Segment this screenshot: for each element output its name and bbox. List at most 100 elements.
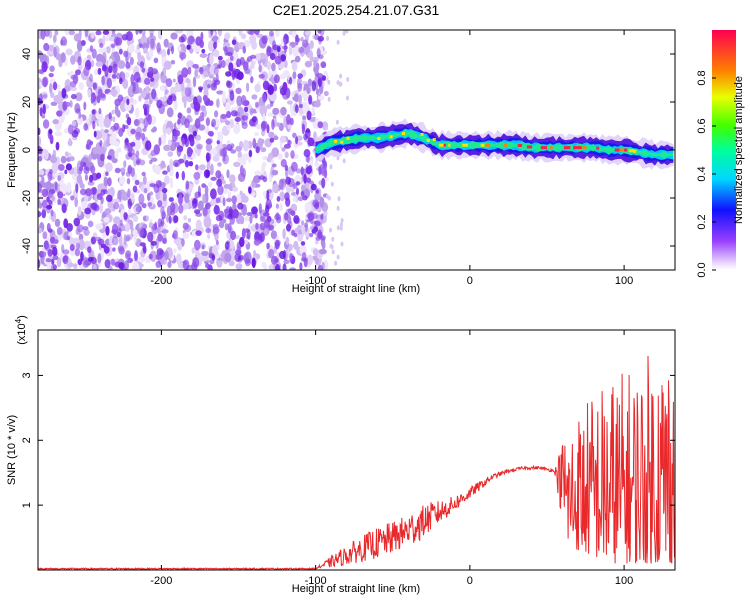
noise-blob bbox=[210, 188, 217, 200]
noise-blob bbox=[261, 93, 267, 103]
noise-speckle bbox=[123, 160, 127, 168]
noise-blob bbox=[145, 140, 152, 151]
noise-blob bbox=[320, 61, 327, 69]
signal-peak bbox=[628, 149, 635, 153]
noise-speckle bbox=[160, 160, 166, 169]
noise-blob bbox=[317, 231, 323, 239]
noise-blob bbox=[130, 128, 136, 135]
noise-blob bbox=[229, 90, 235, 101]
noise-speckle bbox=[96, 53, 104, 63]
noise-blob bbox=[78, 166, 84, 172]
noise-speckle bbox=[346, 77, 350, 82]
noise-speckle bbox=[112, 116, 116, 123]
noise-speckle bbox=[38, 136, 41, 148]
noise-blob bbox=[87, 246, 92, 254]
noise-speckle bbox=[292, 71, 297, 79]
noise-speckle bbox=[105, 162, 113, 172]
noise-speckle bbox=[186, 30, 192, 37]
noise-speckle bbox=[225, 101, 231, 113]
noise-blob bbox=[92, 120, 96, 130]
noise-blob bbox=[210, 30, 214, 36]
noise-blob bbox=[104, 259, 111, 269]
noise-speckle bbox=[53, 46, 57, 58]
noise-blob bbox=[47, 191, 53, 198]
signal-peak bbox=[480, 143, 485, 147]
noise-blob bbox=[209, 132, 214, 137]
noise-blob bbox=[61, 88, 67, 99]
noise-blob bbox=[111, 223, 119, 235]
noise-blob bbox=[90, 256, 97, 265]
noise-blob bbox=[269, 137, 275, 143]
noise-speckle bbox=[167, 139, 172, 146]
noise-speckle bbox=[289, 101, 293, 114]
noise-blob bbox=[252, 138, 257, 149]
noise-blob bbox=[274, 55, 282, 65]
noise-blob bbox=[100, 189, 106, 196]
noise-speckle bbox=[164, 175, 170, 185]
noise-speckle bbox=[200, 105, 206, 112]
noise-blob bbox=[70, 195, 75, 201]
noise-blob bbox=[48, 129, 53, 135]
noise-speckle bbox=[300, 184, 306, 191]
noise-speckle bbox=[79, 183, 85, 189]
noise-blob bbox=[73, 217, 81, 227]
noise-blob bbox=[226, 144, 233, 151]
noise-speckle bbox=[152, 126, 157, 132]
noise-blob bbox=[184, 118, 190, 129]
noise-speckle bbox=[301, 220, 305, 227]
noise-speckle bbox=[38, 169, 45, 176]
noise-speckle bbox=[102, 34, 106, 46]
noise-blob bbox=[188, 161, 194, 167]
noise-speckle bbox=[133, 232, 137, 243]
noise-blob bbox=[202, 207, 208, 217]
noise-speckle bbox=[204, 185, 209, 196]
signal-band-layer bbox=[315, 129, 674, 159]
noise-speckle bbox=[132, 215, 139, 222]
noise-blob bbox=[205, 263, 210, 269]
noise-blob bbox=[69, 243, 75, 252]
noise-blob bbox=[43, 42, 50, 52]
noise-speckle bbox=[65, 48, 73, 56]
noise-blob bbox=[57, 164, 65, 171]
noise-blob bbox=[317, 121, 324, 129]
spectrogram-xtick-label: -100 bbox=[305, 275, 327, 287]
noise-blob bbox=[177, 146, 183, 153]
noise-blob bbox=[156, 42, 161, 53]
noise-blob bbox=[290, 150, 295, 159]
noise-blob bbox=[177, 158, 185, 164]
noise-speckle bbox=[177, 45, 182, 52]
noise-blob bbox=[274, 213, 281, 221]
noise-blob bbox=[236, 58, 242, 68]
noise-blob bbox=[150, 149, 157, 157]
noise-blob bbox=[230, 230, 237, 241]
noise-blob bbox=[79, 188, 87, 196]
spectrogram-ytick-label: 40 bbox=[21, 48, 33, 60]
noise-blob bbox=[263, 212, 270, 217]
noise-speckle bbox=[249, 34, 257, 45]
noise-blob bbox=[135, 131, 142, 141]
noise-blob bbox=[177, 74, 184, 85]
noise-speckle bbox=[49, 65, 55, 72]
noise-speckle bbox=[76, 115, 83, 125]
noise-blob bbox=[90, 187, 97, 196]
noise-speckle bbox=[221, 180, 226, 185]
noise-speckle bbox=[217, 30, 222, 37]
noise-blob bbox=[56, 226, 63, 236]
noise-speckle bbox=[113, 216, 121, 225]
noise-speckle bbox=[197, 200, 204, 211]
noise-blob bbox=[193, 171, 201, 180]
noise-blob bbox=[240, 95, 247, 106]
noise-speckle bbox=[207, 40, 215, 52]
noise-blob bbox=[49, 134, 54, 145]
signal-peak bbox=[624, 148, 628, 152]
noise-blob bbox=[142, 245, 147, 254]
noise-speckle bbox=[266, 61, 272, 70]
noise-blob bbox=[211, 118, 217, 128]
noise-blob bbox=[70, 93, 77, 100]
noise-speckle bbox=[243, 40, 251, 48]
noise-blob bbox=[213, 41, 218, 49]
noise-blob bbox=[91, 172, 98, 181]
noise-speckle bbox=[336, 254, 340, 260]
noise-blob bbox=[255, 146, 260, 154]
